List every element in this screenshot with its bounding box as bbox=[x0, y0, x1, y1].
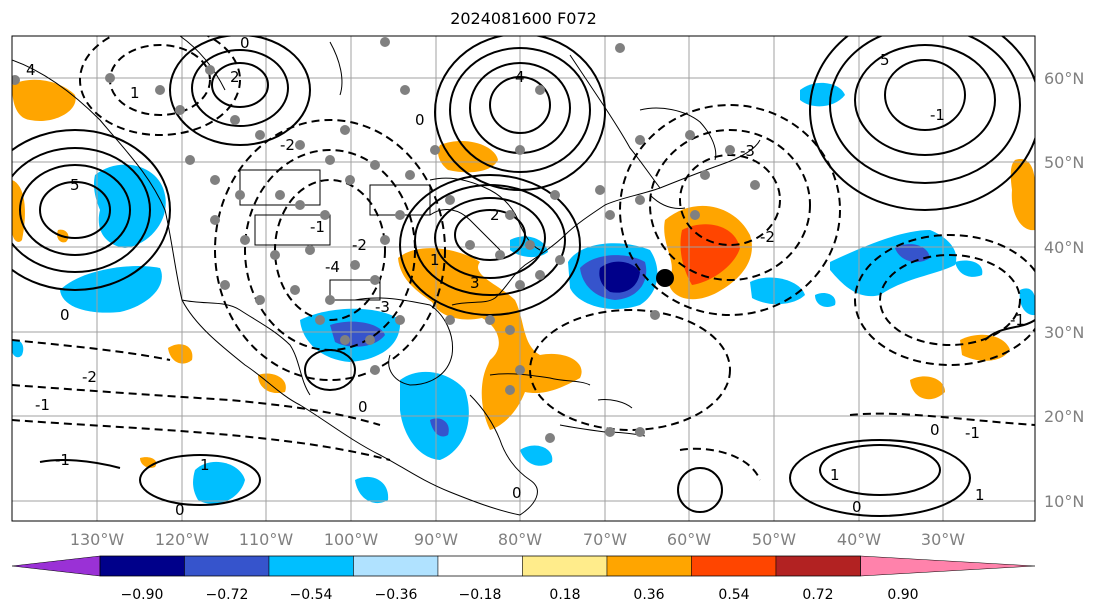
colorbar: −0.90 −0.72 −0.54 −0.36 −0.18 0.18 0.36 … bbox=[11, 555, 1036, 603]
contour-label: 4 bbox=[26, 61, 36, 79]
lon-label: 30°W bbox=[921, 530, 965, 549]
colorbar-tick-label: −0.90 bbox=[121, 587, 164, 603]
colorbar-tick-label: 0.36 bbox=[633, 587, 664, 603]
lon-label: 70°W bbox=[583, 530, 627, 549]
contour-label: -2 bbox=[352, 236, 367, 254]
colorbar-tick-label: −0.54 bbox=[290, 587, 333, 603]
lon-label: 110°W bbox=[239, 530, 294, 549]
lon-label: 50°W bbox=[752, 530, 796, 549]
contour-label: -1 bbox=[35, 396, 50, 414]
contour-label: 3 bbox=[470, 274, 480, 292]
contour-label: 1 bbox=[830, 466, 840, 484]
lon-label: 90°W bbox=[414, 530, 458, 549]
contour-label: -2 bbox=[280, 136, 295, 154]
contour-label: 2 bbox=[230, 68, 240, 86]
lon-label: 40°W bbox=[837, 530, 881, 549]
colorbar-segment bbox=[353, 555, 439, 577]
contour-label: 1 bbox=[200, 456, 210, 474]
lat-labels: 10°N 20°N 30°N 40°N 50°N 60°N bbox=[1044, 69, 1084, 511]
colorbar-segment bbox=[99, 555, 185, 577]
contours-dashed bbox=[12, 36, 1035, 481]
contours-solid bbox=[12, 36, 1035, 517]
station-dots bbox=[12, 37, 760, 443]
colorbar-segment bbox=[775, 555, 861, 577]
colorbar-segment bbox=[691, 555, 777, 577]
colorbar-segment bbox=[606, 555, 692, 577]
contour-label: -1 bbox=[1010, 311, 1025, 329]
lat-label: 40°N bbox=[1044, 238, 1084, 257]
contour-label: -1 bbox=[930, 106, 945, 124]
lon-label: 130°W bbox=[70, 530, 125, 549]
contour-label: -1 bbox=[965, 424, 980, 442]
lat-label: 60°N bbox=[1044, 69, 1084, 88]
contour-label: -3 bbox=[740, 142, 755, 160]
contour-label: 2 bbox=[490, 206, 500, 224]
colorbar-tick-label: 0.18 bbox=[549, 587, 580, 603]
lon-label: 120°W bbox=[155, 530, 210, 549]
lat-label: 30°N bbox=[1044, 323, 1084, 342]
contour-label: -1 bbox=[310, 218, 325, 236]
contour-label: -1 bbox=[55, 451, 70, 469]
contour-label: 1 bbox=[975, 486, 985, 504]
contour-label: 0 bbox=[175, 501, 185, 519]
colorbar-extend-high bbox=[860, 555, 1036, 577]
contour-label: 1 bbox=[130, 84, 140, 102]
colorbar-tick-label: −0.72 bbox=[206, 587, 249, 603]
lon-labels: 130°W 120°W 110°W 100°W 90°W 80°W 70°W 6… bbox=[70, 530, 965, 549]
storm-center-marker bbox=[656, 269, 674, 287]
map-title: 2024081600 F072 bbox=[450, 9, 597, 28]
colorbar-tick-label: 0.54 bbox=[718, 587, 749, 603]
contour-label: 0 bbox=[415, 111, 425, 129]
lon-label: 60°W bbox=[667, 530, 711, 549]
contour-label: 5 bbox=[880, 51, 890, 69]
colorbar-segment bbox=[268, 555, 354, 577]
contour-label: 5 bbox=[70, 176, 80, 194]
contour-labels: 4 5 2 1 0 -1 -2 -3 -4 0 1 2 3 4 5 -1 0 1… bbox=[26, 34, 1025, 519]
colorbar-tick-label: 0.72 bbox=[802, 587, 833, 603]
lon-label: 100°W bbox=[324, 530, 379, 549]
contour-label: 0 bbox=[930, 421, 940, 439]
colorbar-tick-label: −0.18 bbox=[459, 587, 502, 603]
contour-label: 0 bbox=[852, 498, 862, 516]
contour-label: -4 bbox=[325, 258, 340, 276]
lon-label: 80°W bbox=[498, 530, 542, 549]
colorbar-segment bbox=[437, 555, 523, 577]
colorbar-tick-label: −0.36 bbox=[375, 587, 418, 603]
colorbar-segment bbox=[184, 555, 270, 577]
colorbar-tick-label: 0.90 bbox=[887, 587, 918, 603]
lat-label: 10°N bbox=[1044, 492, 1084, 511]
contour-label: 1 bbox=[430, 251, 440, 269]
contour-label: -2 bbox=[82, 368, 97, 386]
colorbar-extend-low bbox=[11, 555, 101, 577]
contour-label: 0 bbox=[512, 484, 522, 502]
lat-label: 20°N bbox=[1044, 407, 1084, 426]
contour-label: 0 bbox=[240, 34, 250, 52]
contour-label: 0 bbox=[358, 398, 368, 416]
contour-label: -2 bbox=[760, 228, 775, 246]
lat-label: 50°N bbox=[1044, 153, 1084, 172]
contour-label: 0 bbox=[60, 306, 70, 324]
contour-label: -3 bbox=[375, 298, 390, 316]
colorbar-segment bbox=[522, 555, 608, 577]
map-frame bbox=[11, 35, 1036, 522]
contour-label: 4 bbox=[515, 68, 525, 86]
